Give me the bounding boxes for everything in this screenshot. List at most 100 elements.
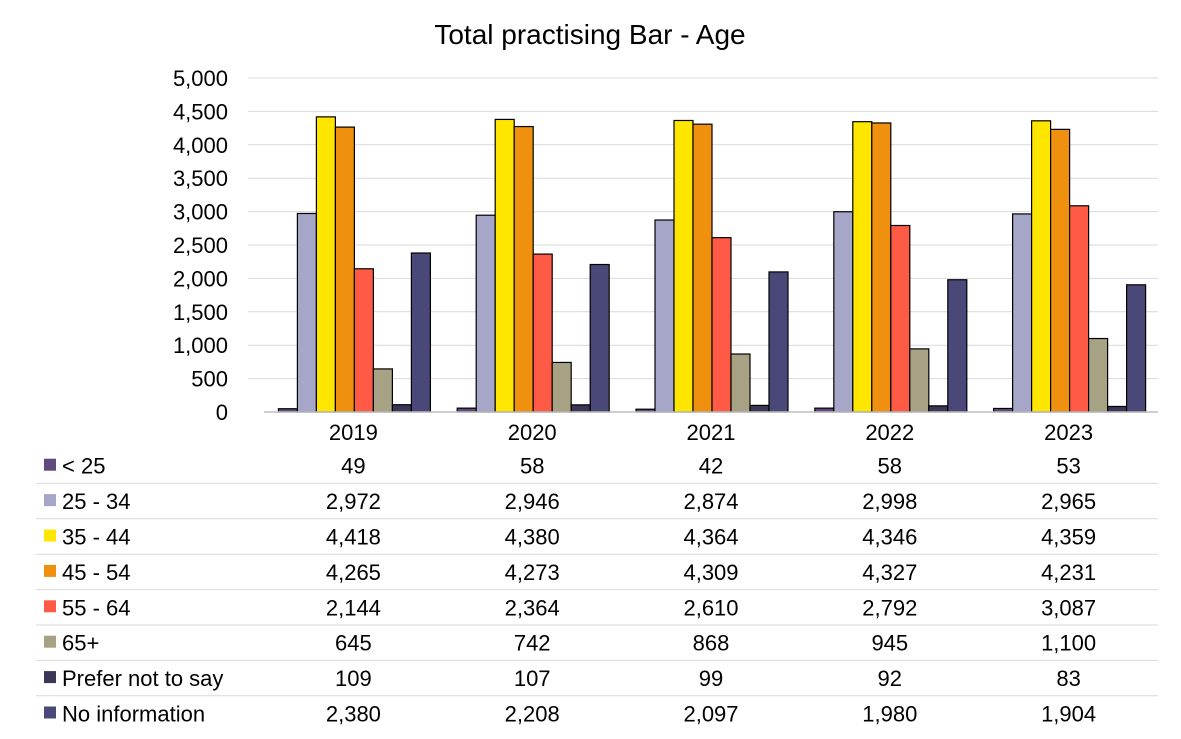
- data-label: 4,273: [505, 560, 560, 585]
- data-label: 945: [871, 631, 908, 656]
- bar: [928, 405, 949, 413]
- data-label: 4,309: [683, 560, 738, 585]
- bar: [315, 116, 336, 413]
- data-label: 4,346: [862, 525, 917, 550]
- bar: [768, 271, 789, 413]
- data-label: 58: [520, 454, 544, 479]
- legend-label: 25 - 34: [62, 489, 131, 514]
- data-label: 4,231: [1041, 560, 1096, 585]
- data-label: 92: [878, 666, 902, 691]
- bar: [673, 119, 694, 413]
- data-label: 2,874: [683, 489, 738, 514]
- data-label: 1,100: [1041, 631, 1096, 656]
- data-label: 1,904: [1041, 702, 1096, 727]
- data-label: 2,792: [862, 595, 917, 620]
- legend-label: No information: [62, 702, 205, 727]
- y-tick-label: 500: [191, 367, 228, 392]
- data-label: 42: [699, 454, 723, 479]
- data-label: 3,087: [1041, 595, 1096, 620]
- legend-swatch: [44, 494, 56, 507]
- bar: [1049, 128, 1071, 413]
- data-label: 99: [699, 666, 723, 691]
- bar: [1030, 120, 1052, 413]
- y-tick-label: 5,000: [173, 66, 228, 91]
- data-label: 109: [335, 666, 372, 691]
- legend-swatch: [44, 600, 56, 613]
- bar: [692, 123, 713, 413]
- data-label: 83: [1056, 666, 1080, 691]
- data-label: 4,364: [683, 525, 738, 550]
- data-label: 868: [693, 631, 730, 656]
- bar: [852, 121, 873, 413]
- data-label: 2,144: [326, 595, 381, 620]
- y-tick-label: 4,500: [173, 99, 228, 124]
- bar: [1125, 284, 1147, 413]
- data-label: 107: [514, 666, 551, 691]
- x-tick-label: 2022: [865, 420, 914, 445]
- y-tick-label: 0: [216, 400, 228, 425]
- legend-swatch: [44, 564, 56, 577]
- data-label: 4,265: [326, 560, 381, 585]
- x-tick-label: 2019: [329, 420, 378, 445]
- data-label: 2,946: [505, 489, 560, 514]
- bars: [277, 116, 1147, 413]
- data-table: < 25 49 58 42 58 53 25 - 34 2,972 2,946 2,874 2,99…: [36, 454, 1158, 727]
- bar: [909, 348, 930, 413]
- legend-label: 35 - 44: [62, 525, 131, 550]
- bar: [749, 404, 770, 413]
- y-axis-ticks: 0 500 1,000 1,500 2,000 2,500 3,000 3,500 4,000 4…: [173, 66, 228, 425]
- bar: [410, 252, 431, 413]
- data-label: 4,359: [1041, 525, 1096, 550]
- bar: [871, 122, 892, 413]
- bar: [730, 353, 751, 413]
- data-label: 4,327: [862, 560, 917, 585]
- y-tick-label: 2,000: [173, 266, 228, 291]
- bar: [391, 404, 412, 413]
- y-tick-label: 3,000: [173, 200, 228, 225]
- y-tick-label: 1,000: [173, 333, 228, 358]
- data-label: 742: [514, 631, 551, 656]
- data-label: 645: [335, 631, 372, 656]
- data-label: 58: [878, 454, 902, 479]
- bar: [1087, 337, 1109, 413]
- bar: [551, 361, 572, 413]
- bar: [334, 126, 355, 413]
- bar: [589, 263, 610, 413]
- bar: [513, 125, 534, 413]
- legend-swatch: [44, 458, 56, 471]
- y-tick-label: 4,000: [173, 133, 228, 158]
- bar: [654, 219, 675, 413]
- bar: [532, 253, 553, 413]
- y-tick-label: 2,500: [173, 233, 228, 258]
- data-label: 1,980: [862, 702, 917, 727]
- chart-title: Total practising Bar - Age: [434, 19, 745, 50]
- data-label: 2,208: [505, 702, 560, 727]
- data-label: 2,972: [326, 489, 381, 514]
- bar: [947, 279, 968, 413]
- x-axis-labels: 2019 2020 2021 2022 2023: [329, 420, 1093, 445]
- bar: [833, 211, 854, 413]
- bar: [296, 212, 317, 413]
- data-label: 49: [341, 454, 365, 479]
- bar: [570, 404, 591, 413]
- data-label: 2,380: [326, 702, 381, 727]
- bar: [372, 368, 393, 413]
- legend-label: 65+: [62, 631, 99, 656]
- data-label: 53: [1056, 454, 1080, 479]
- data-label: 4,380: [505, 525, 560, 550]
- x-tick-label: 2021: [687, 420, 736, 445]
- legend-label: < 25: [62, 454, 105, 479]
- legend-swatch: [44, 529, 56, 542]
- bar: [475, 214, 496, 413]
- x-tick-label: 2023: [1044, 420, 1093, 445]
- legend-swatch: [44, 635, 56, 648]
- data-label: 2,610: [683, 595, 738, 620]
- legend-swatch: [44, 671, 56, 684]
- y-tick-label: 3,500: [173, 166, 228, 191]
- bar: [494, 118, 515, 413]
- data-label: 2,965: [1041, 489, 1096, 514]
- data-label: 2,998: [862, 489, 917, 514]
- data-label: 2,097: [683, 702, 738, 727]
- legend-label: 55 - 64: [62, 595, 131, 620]
- bar: [711, 237, 732, 413]
